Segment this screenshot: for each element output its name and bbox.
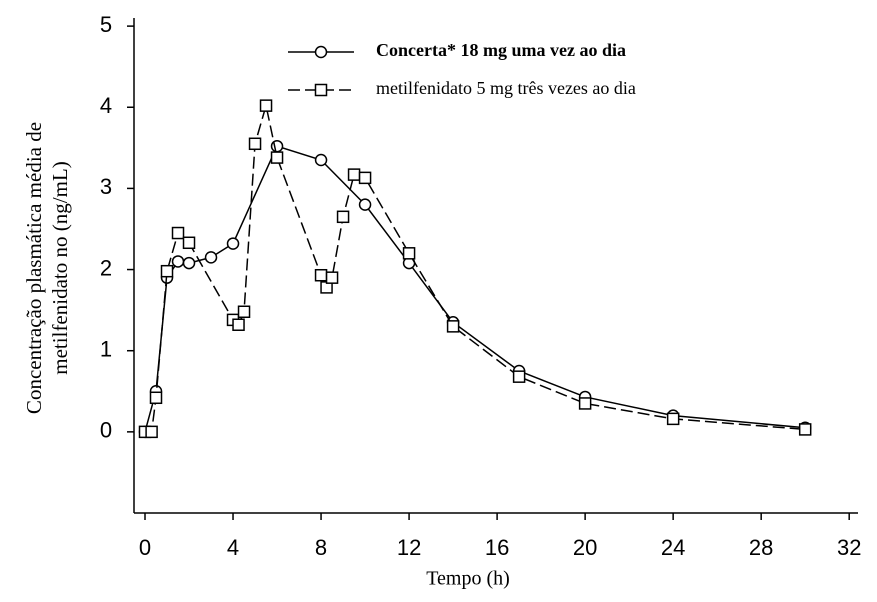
- data-point: [149, 391, 163, 405]
- data-point: [248, 137, 262, 151]
- data-point: [182, 236, 196, 250]
- data-point: [578, 397, 592, 410]
- series-line: [145, 105, 806, 433]
- y-tick-label: 3: [100, 174, 112, 199]
- data-point: [347, 168, 361, 181]
- legend-label: Concerta* 18 mg uma vez ao dia: [376, 40, 626, 60]
- data-point: [798, 423, 812, 436]
- data-point: [160, 264, 174, 278]
- data-point: [336, 210, 350, 224]
- data-point: [666, 412, 680, 426]
- legend-marker: [314, 45, 328, 59]
- x-tick-label: 4: [227, 535, 239, 560]
- y-tick-label: 0: [100, 418, 112, 443]
- y-tick-label: 1: [100, 337, 112, 362]
- x-tick-label: 24: [661, 535, 685, 560]
- y-axis-label: Concentração plasmática média de metilfe…: [22, 122, 72, 414]
- x-tick-label: 0: [139, 535, 151, 560]
- x-axis-label: Tempo (h): [426, 568, 510, 590]
- legend-marker: [314, 83, 328, 97]
- data-point: [232, 318, 245, 331]
- data-point: [171, 226, 185, 240]
- y-tick-label: 4: [100, 93, 112, 118]
- data-point: [204, 251, 218, 264]
- y-axis-label-line: Concentração plasmática média de: [22, 122, 46, 414]
- series-line: [144, 145, 806, 433]
- x-tick-label: 20: [573, 535, 597, 560]
- data-point: [358, 198, 372, 211]
- data-point: [314, 153, 328, 167]
- data-point: [270, 151, 284, 164]
- data-point: [259, 99, 273, 112]
- x-tick-label: 32: [837, 535, 861, 560]
- x-tick-label: 16: [485, 535, 509, 560]
- data-point: [446, 320, 460, 333]
- data-point: [512, 370, 526, 383]
- data-point: [237, 305, 251, 319]
- data-point: [402, 247, 416, 260]
- y-tick-label: 2: [100, 255, 112, 280]
- data-point: [145, 425, 158, 439]
- data-point: [325, 271, 339, 284]
- x-tick-label: 8: [315, 535, 327, 560]
- x-tick-label: 28: [749, 535, 773, 560]
- data-point: [314, 268, 328, 282]
- x-tick-label: 12: [397, 535, 421, 560]
- data-point: [182, 256, 196, 270]
- legend-label: metilfenidato 5 mg três vezes ao dia: [376, 78, 636, 98]
- y-tick-label: 5: [100, 12, 112, 37]
- y-axis-label-line: metilfenidato no (ng/mL): [48, 161, 72, 374]
- data-point: [226, 237, 240, 250]
- data-point: [171, 255, 185, 268]
- data-point: [358, 171, 372, 185]
